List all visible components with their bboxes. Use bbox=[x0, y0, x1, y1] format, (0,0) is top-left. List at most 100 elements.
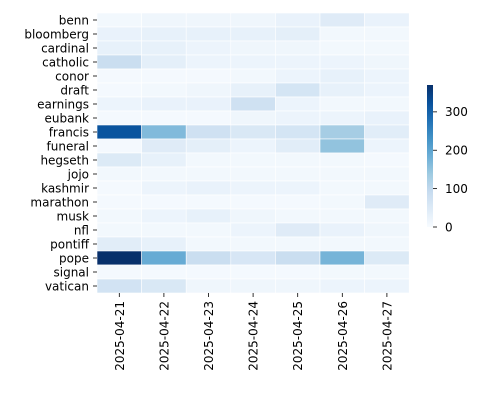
heatmap-cell bbox=[141, 26, 187, 42]
x-tick-label: 2025-04-27 bbox=[380, 301, 394, 371]
heatmap-cell bbox=[230, 110, 276, 126]
heatmap-cell bbox=[185, 278, 232, 294]
colorbar-gradient bbox=[427, 85, 433, 227]
colorbar: 0 100 200 300 bbox=[427, 85, 468, 234]
heatmap-cell bbox=[185, 152, 232, 168]
heatmap-cell bbox=[141, 194, 187, 210]
heatmap-cell bbox=[141, 264, 187, 280]
heatmap-cell bbox=[96, 68, 142, 84]
heatmap-cell bbox=[319, 250, 365, 266]
heatmap-cell bbox=[319, 264, 365, 280]
heatmap-cell bbox=[275, 194, 321, 210]
heatmap-cell bbox=[364, 124, 410, 140]
heatmap-cell bbox=[319, 12, 365, 28]
heatmap-cell bbox=[364, 26, 410, 42]
y-tick-label: vatican bbox=[45, 279, 89, 293]
colorbar-tick-label: 200 bbox=[445, 144, 468, 158]
heatmap-cell bbox=[230, 82, 276, 98]
y-tick-label: pontiff bbox=[50, 237, 90, 251]
heatmap-cell bbox=[319, 110, 365, 126]
heatmap-cell bbox=[230, 194, 276, 210]
heatmap-cell bbox=[141, 124, 187, 140]
heatmap-cell bbox=[141, 82, 187, 98]
heatmap-cell bbox=[185, 166, 232, 182]
x-tick-label: 2025-04-26 bbox=[336, 301, 350, 371]
heatmap-cell bbox=[185, 96, 232, 112]
heatmap-cell bbox=[364, 96, 410, 112]
heatmap-cell bbox=[141, 222, 187, 238]
y-tick-label: benn bbox=[59, 13, 89, 27]
heatmap-cell bbox=[364, 194, 410, 210]
heatmap-cell bbox=[141, 166, 187, 182]
y-axis: bennbloombergcardinalcatholicconordrafte… bbox=[24, 13, 97, 293]
heatmap-cell bbox=[275, 138, 321, 154]
y-tick-label: bloomberg bbox=[24, 27, 89, 41]
heatmap-cell bbox=[364, 208, 410, 224]
heatmap-cell bbox=[275, 26, 321, 42]
x-tick-label: 2025-04-22 bbox=[157, 301, 171, 371]
heatmap-cell bbox=[275, 110, 321, 126]
heatmap-cell bbox=[185, 40, 232, 56]
heatmap-cell bbox=[185, 264, 232, 280]
heatmap-cell bbox=[230, 138, 276, 154]
heatmap-cell bbox=[364, 138, 410, 154]
heatmap-cell bbox=[141, 278, 187, 294]
x-tick-label: 2025-04-25 bbox=[291, 301, 305, 371]
heatmap-cell bbox=[364, 82, 410, 98]
heatmap-cell bbox=[185, 208, 232, 224]
heatmap-cell bbox=[185, 54, 232, 70]
heatmap-cell bbox=[319, 152, 365, 168]
heatmap-cell bbox=[364, 152, 410, 168]
y-tick-label: jojo bbox=[67, 167, 89, 181]
heatmap-cell bbox=[96, 138, 142, 154]
y-tick-label: kashmir bbox=[41, 181, 89, 195]
heatmap-cell bbox=[319, 124, 365, 140]
y-tick-label: earnings bbox=[37, 97, 89, 111]
heatmap-cell bbox=[230, 222, 276, 238]
heatmap-cell bbox=[275, 208, 321, 224]
y-tick-label: pope bbox=[59, 251, 89, 265]
heatmap-cell bbox=[96, 40, 142, 56]
heatmap-cell bbox=[96, 278, 142, 294]
heatmap-cell bbox=[275, 236, 321, 252]
heatmap-cell bbox=[230, 152, 276, 168]
y-tick-label: cardinal bbox=[41, 41, 89, 55]
heatmap-cell bbox=[96, 96, 142, 112]
heatmap-cell bbox=[96, 264, 142, 280]
y-tick-label: signal bbox=[54, 265, 90, 279]
heatmap-cell bbox=[275, 40, 321, 56]
heatmap-cell bbox=[275, 68, 321, 84]
heatmap-cell bbox=[96, 152, 142, 168]
heatmap-cell bbox=[141, 68, 187, 84]
heatmap-cell bbox=[275, 152, 321, 168]
heatmap-cell bbox=[275, 124, 321, 140]
heatmap-cell bbox=[96, 26, 142, 42]
heatmap-cell bbox=[141, 152, 187, 168]
heatmap-cell bbox=[364, 250, 410, 266]
heatmap-cell bbox=[364, 236, 410, 252]
y-tick-label: nfl bbox=[74, 223, 89, 237]
heatmap-cell bbox=[319, 82, 365, 98]
heatmap-cell bbox=[319, 26, 365, 42]
heatmap-cell bbox=[275, 82, 321, 98]
heatmap-cell bbox=[319, 208, 365, 224]
y-tick-label: musk bbox=[57, 209, 90, 223]
heatmap-cell bbox=[275, 250, 321, 266]
heatmap-cell bbox=[185, 26, 232, 42]
heatmap-cell bbox=[230, 236, 276, 252]
heatmap-cell bbox=[364, 180, 410, 196]
heatmap-cell bbox=[185, 110, 232, 126]
heatmap-cell bbox=[185, 124, 232, 140]
heatmap-cell bbox=[230, 278, 276, 294]
heatmap-cell bbox=[185, 138, 232, 154]
heatmap-cell bbox=[319, 96, 365, 112]
heatmap-cell bbox=[185, 12, 232, 28]
x-tick-label: 2025-04-24 bbox=[247, 301, 261, 371]
heatmap-cell bbox=[185, 82, 232, 98]
heatmap-cell bbox=[230, 54, 276, 70]
heatmap-cell bbox=[230, 264, 276, 280]
heatmap-cell bbox=[96, 208, 142, 224]
heatmap-cell bbox=[141, 180, 187, 196]
heatmap-cell bbox=[275, 54, 321, 70]
heatmap-cell bbox=[96, 54, 142, 70]
